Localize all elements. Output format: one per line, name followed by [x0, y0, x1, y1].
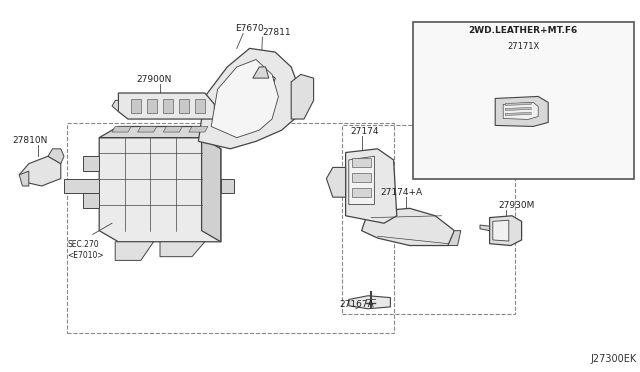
- Polygon shape: [448, 231, 461, 246]
- Polygon shape: [362, 208, 454, 246]
- Text: 27174+A: 27174+A: [381, 188, 423, 197]
- Text: 27167A: 27167A: [339, 300, 374, 309]
- Polygon shape: [189, 126, 208, 132]
- Polygon shape: [503, 102, 538, 119]
- Polygon shape: [99, 126, 221, 138]
- Bar: [413, 22, 634, 179]
- Polygon shape: [490, 216, 522, 246]
- Polygon shape: [195, 99, 205, 113]
- Polygon shape: [179, 99, 189, 113]
- Polygon shape: [505, 112, 531, 115]
- Polygon shape: [48, 149, 64, 164]
- Text: <E7010>: <E7010>: [67, 251, 104, 260]
- Bar: [67, 123, 394, 333]
- Polygon shape: [147, 99, 157, 113]
- Polygon shape: [352, 173, 371, 182]
- Text: 2WD.LEATHER+MT.F6: 2WD.LEATHER+MT.F6: [468, 26, 578, 35]
- Polygon shape: [493, 220, 509, 241]
- Polygon shape: [64, 179, 99, 193]
- Text: SEC.270: SEC.270: [67, 240, 99, 249]
- Polygon shape: [291, 74, 314, 119]
- Text: J27300EK: J27300EK: [591, 354, 637, 364]
- Polygon shape: [505, 108, 531, 110]
- Polygon shape: [211, 60, 278, 138]
- Text: 27810N: 27810N: [13, 136, 48, 145]
- Text: 27930M: 27930M: [498, 201, 534, 210]
- Polygon shape: [138, 126, 157, 132]
- Polygon shape: [112, 126, 131, 132]
- Polygon shape: [83, 193, 99, 208]
- Bar: [342, 125, 515, 314]
- Polygon shape: [198, 48, 301, 149]
- Text: E7670: E7670: [236, 25, 264, 33]
- Polygon shape: [83, 156, 99, 171]
- Polygon shape: [326, 167, 346, 197]
- Polygon shape: [495, 96, 548, 126]
- Text: 27811: 27811: [262, 28, 291, 37]
- Polygon shape: [99, 138, 221, 242]
- Polygon shape: [112, 100, 118, 112]
- Polygon shape: [352, 158, 371, 167]
- Polygon shape: [163, 126, 182, 132]
- Polygon shape: [253, 67, 269, 78]
- Polygon shape: [221, 179, 234, 193]
- Polygon shape: [115, 242, 154, 260]
- Polygon shape: [118, 93, 214, 119]
- Polygon shape: [19, 171, 29, 186]
- Polygon shape: [352, 188, 371, 197]
- Polygon shape: [243, 71, 275, 97]
- Polygon shape: [131, 99, 141, 113]
- Polygon shape: [346, 149, 397, 223]
- Text: 27900N: 27900N: [136, 75, 172, 84]
- Polygon shape: [480, 225, 490, 231]
- Polygon shape: [160, 242, 205, 257]
- Polygon shape: [19, 156, 61, 186]
- Polygon shape: [349, 296, 390, 309]
- Polygon shape: [163, 99, 173, 113]
- Text: 27174: 27174: [351, 127, 380, 136]
- Polygon shape: [202, 138, 221, 242]
- Polygon shape: [349, 156, 374, 205]
- Polygon shape: [505, 102, 531, 105]
- Text: 27171X: 27171X: [507, 42, 540, 51]
